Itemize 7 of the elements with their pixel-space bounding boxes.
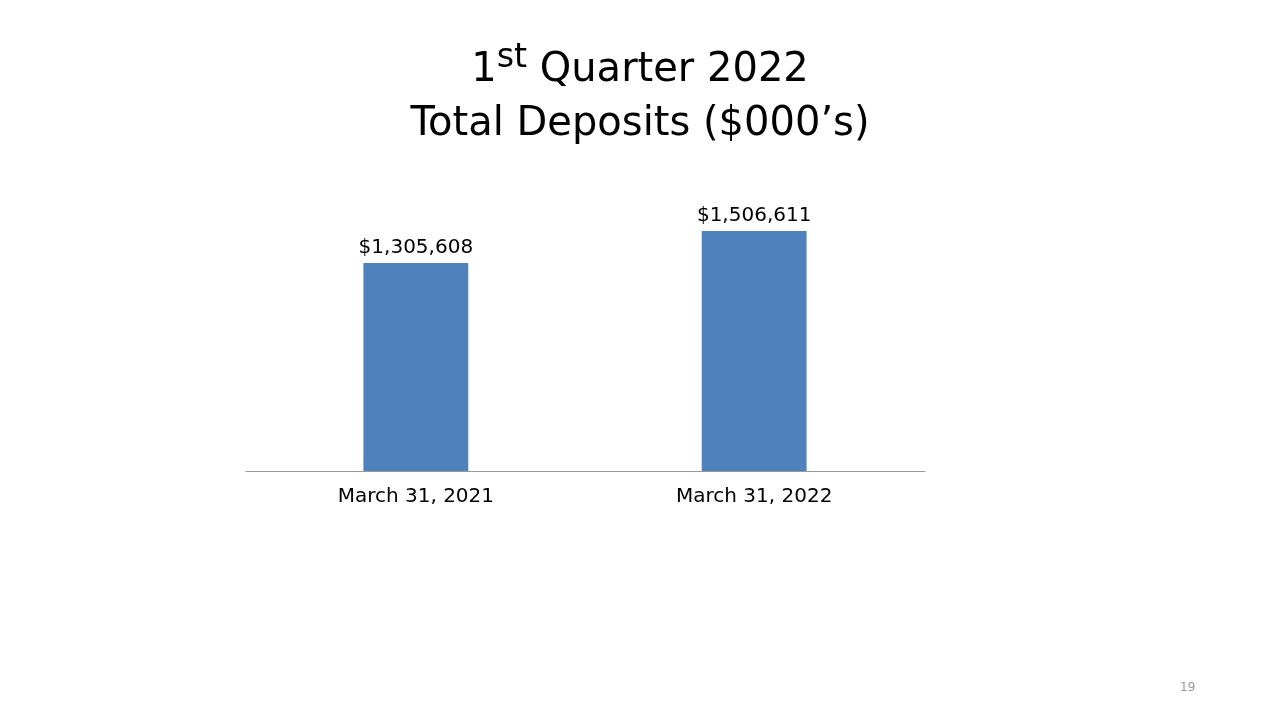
data-label: $1,305,608 (358, 234, 474, 259)
x-tick-label: March 31, 2022 (675, 482, 833, 507)
text: 19 (1180, 680, 1196, 694)
chart-subtitle: Total Deposits ($000’s) (409, 98, 871, 144)
data-label: $1,506,611 (696, 202, 812, 226)
x-tick-label: March 31, 2021 (337, 482, 495, 507)
chart-title: 1$^{st}$ Quarter 2022 (470, 36, 810, 91)
